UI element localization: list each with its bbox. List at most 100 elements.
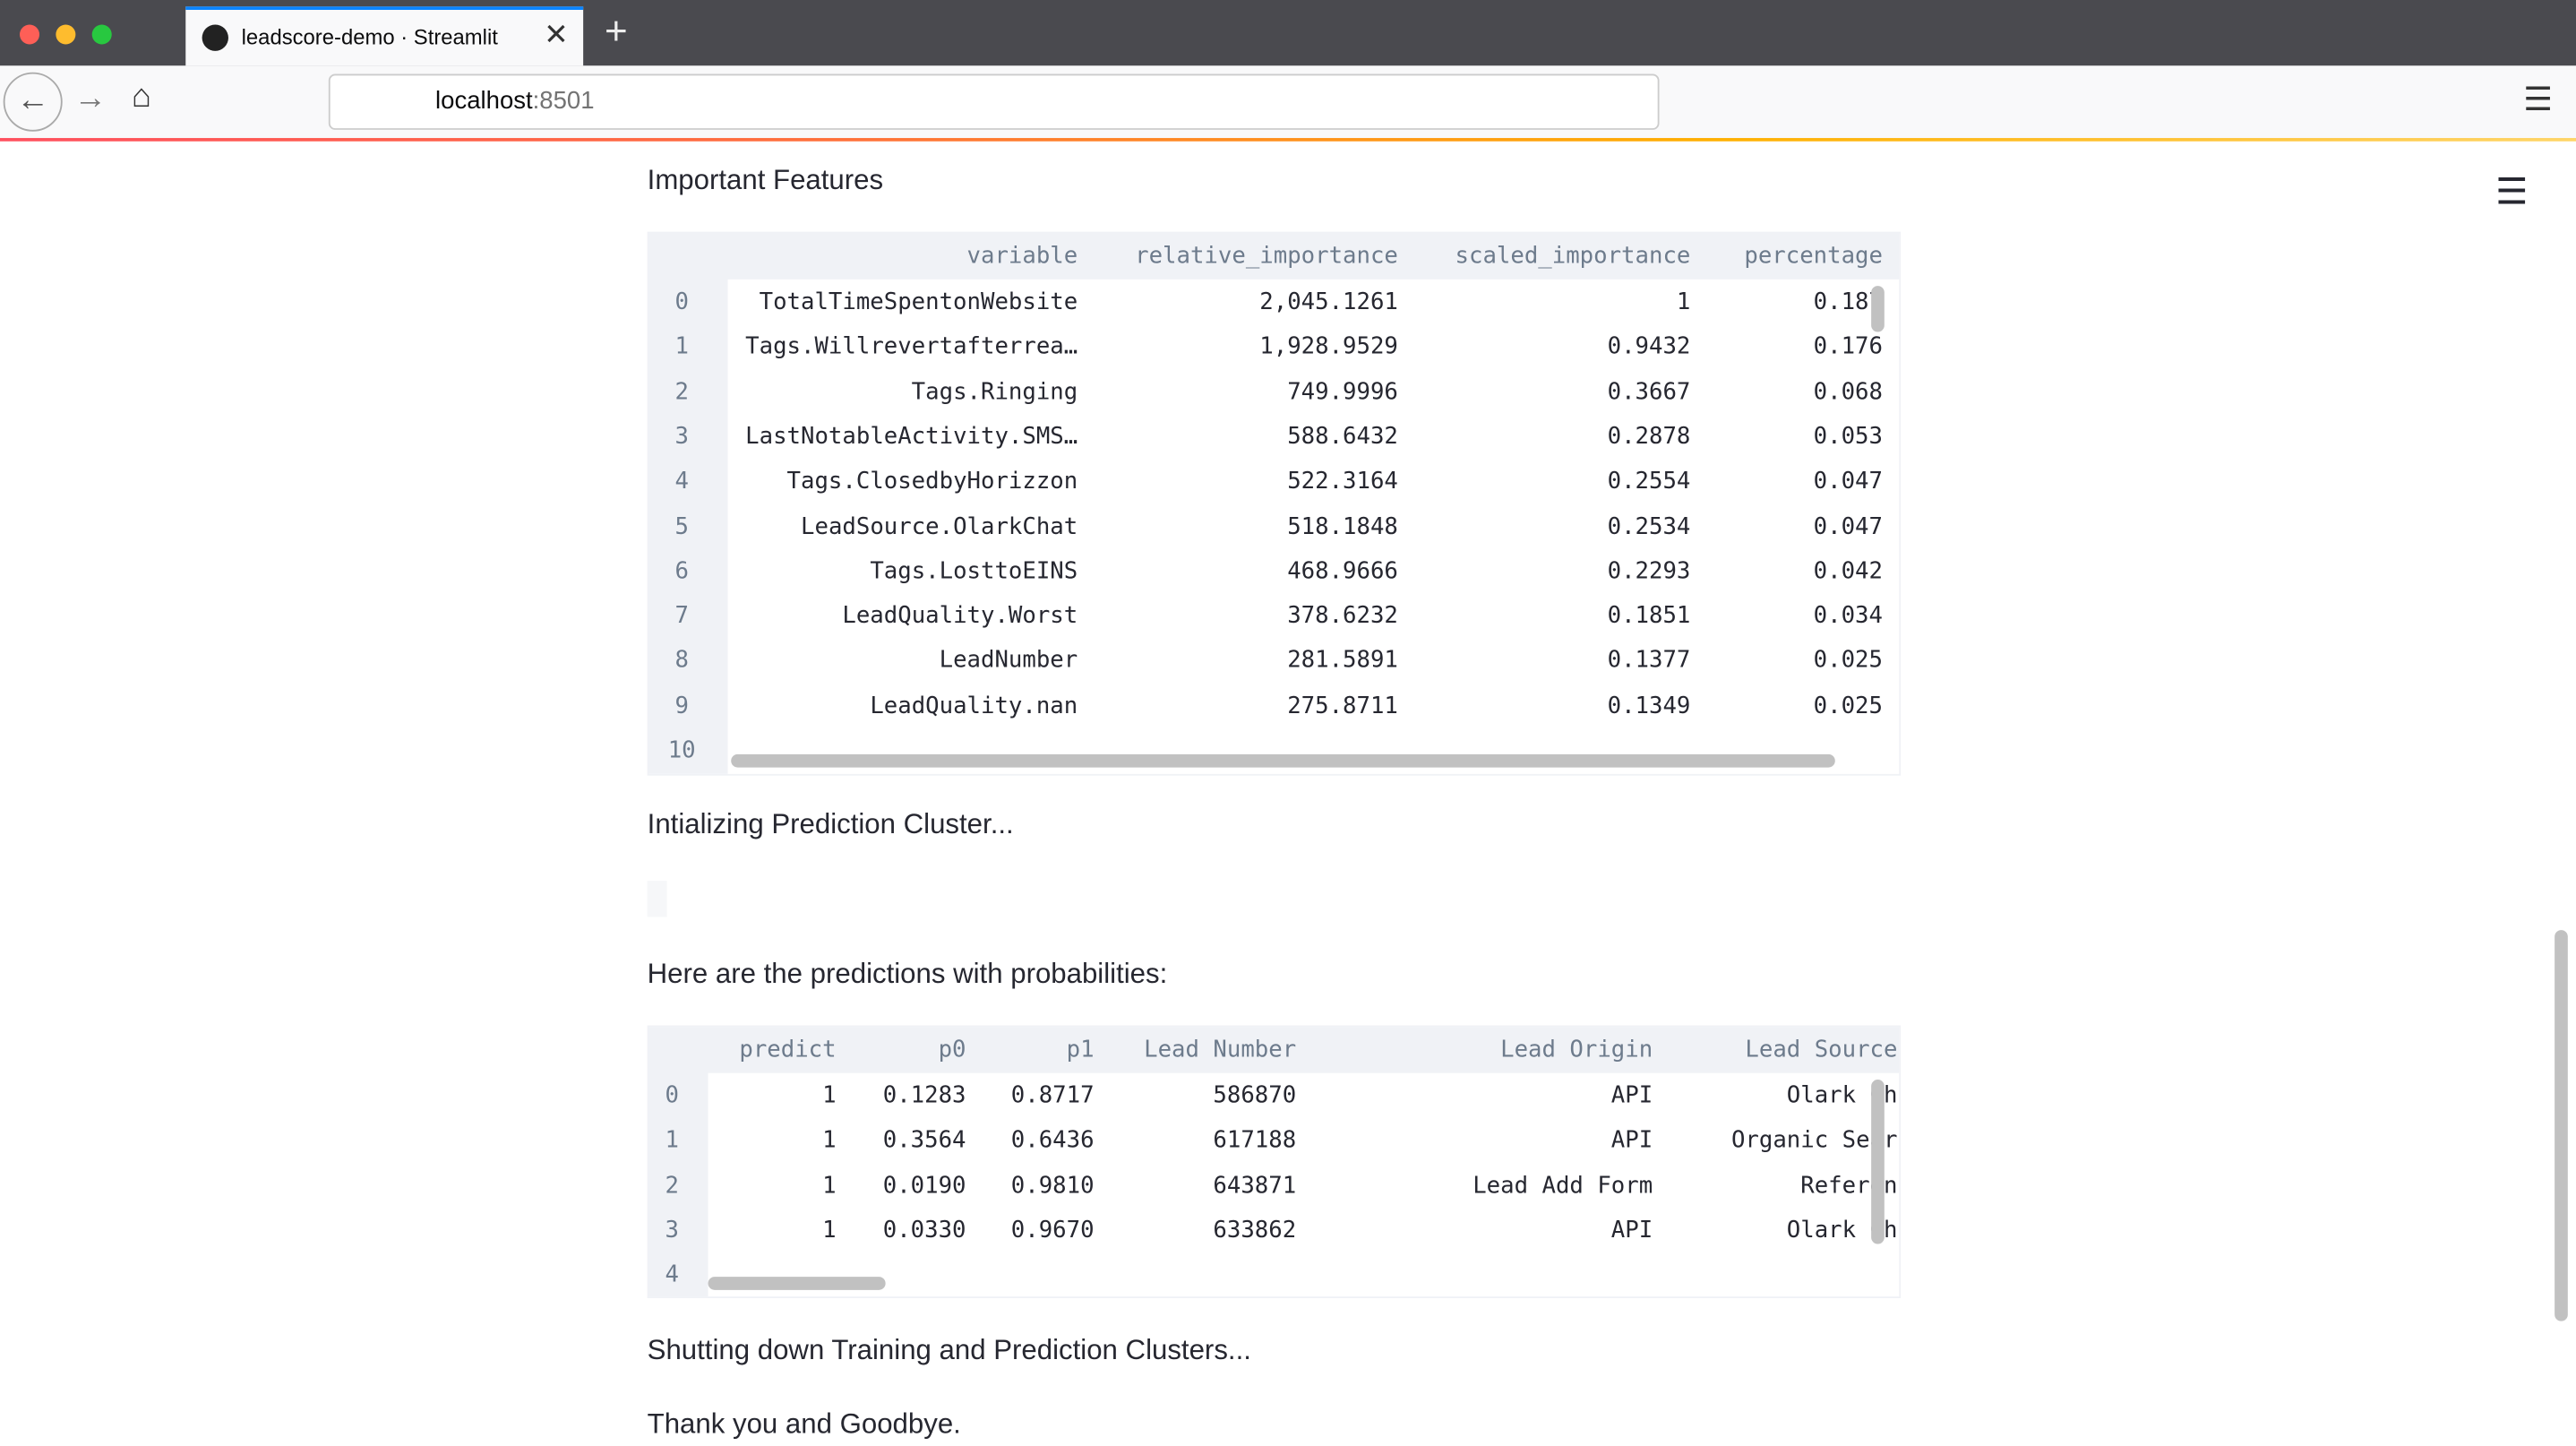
table-cell: 0.2878 xyxy=(1607,424,1691,451)
table-cell: 0.187 xyxy=(1813,288,1883,316)
heading: Here are the predictions with probabilit… xyxy=(647,958,1168,990)
table-cell: 617188 xyxy=(1213,1127,1297,1155)
table-cell: API xyxy=(1610,1217,1653,1244)
table-cell: 0.1851 xyxy=(1607,603,1691,630)
row-index: 1 xyxy=(674,333,689,361)
table-cell: 1 xyxy=(822,1082,837,1110)
table-cell: Tags.LosttoEINS xyxy=(870,558,1078,585)
table-cell: 0.2534 xyxy=(1607,513,1691,540)
table-cell: 1 xyxy=(1676,288,1691,316)
column-header: percentage xyxy=(1744,243,1883,270)
zoom-button[interactable] xyxy=(91,24,112,45)
table-cell: 0.053 xyxy=(1813,424,1883,451)
forward-button[interactable]: → xyxy=(73,80,107,117)
table-cell: Lead Add Form xyxy=(1473,1172,1653,1200)
column-header: Lead Origin xyxy=(1500,1037,1653,1063)
table-cell: LeadNumber xyxy=(939,648,1078,675)
table-cell: LastNotableActivity.SMS… xyxy=(745,424,1078,451)
header-row xyxy=(648,233,1900,280)
table-cell: 0.025 xyxy=(1813,693,1883,719)
column-header: p1 xyxy=(1066,1037,1095,1063)
menu-button[interactable]: ☰ xyxy=(2523,82,2554,119)
heading: Important Features xyxy=(647,164,884,196)
placeholder xyxy=(647,881,667,917)
table-cell: TotalTimeSpentonWebsite xyxy=(759,288,1078,316)
status-text: Shutting down Training and Prediction Cl… xyxy=(647,1334,1251,1366)
table-cell: 0.8717 xyxy=(1010,1082,1095,1110)
row-index: 6 xyxy=(674,558,689,585)
table-cell: 378.6232 xyxy=(1287,603,1398,630)
column-header: Lead Source xyxy=(1745,1037,1898,1063)
active-tab[interactable]: leadscore-demo · Streamlit ✕ xyxy=(185,6,584,66)
row-index: 2 xyxy=(674,378,689,406)
table-cell: 0.3667 xyxy=(1607,378,1691,406)
row-index: 1 xyxy=(665,1127,679,1155)
row-index: 3 xyxy=(674,424,689,451)
horizontal-scrollbar xyxy=(708,1277,886,1290)
table-cell: 0.068 xyxy=(1813,378,1883,406)
tab-close[interactable]: ✕ xyxy=(544,18,569,51)
url-port: :8501 xyxy=(532,87,595,116)
table-cell: 0.1283 xyxy=(882,1082,966,1110)
table-cell: LeadQuality.nan xyxy=(870,693,1078,719)
close-button[interactable] xyxy=(20,24,40,45)
table-cell: LeadSource.OlarkChat xyxy=(801,513,1078,540)
table-cell: LeadQuality.Worst xyxy=(842,603,1078,630)
table-cell: 0.9670 xyxy=(1010,1217,1095,1244)
app-menu[interactable]: ☰ xyxy=(2495,170,2529,212)
horizontal-scrollbar xyxy=(731,753,1835,768)
column-header: scaled_importance xyxy=(1455,243,1691,270)
row-index: 10 xyxy=(667,737,696,764)
table-cell: 588.6432 xyxy=(1287,424,1398,451)
status-text: Thank you and Goodbye. xyxy=(647,1407,961,1440)
toolbar: ← → ⌂ localhost:8501 ☰ xyxy=(0,65,2576,140)
table-cell: 0.034 xyxy=(1813,603,1883,630)
table-cell: 1 xyxy=(822,1127,837,1155)
vertical-scrollbar xyxy=(1871,1080,1885,1244)
table-cell: 0.9810 xyxy=(1010,1172,1095,1200)
row-index: 7 xyxy=(674,603,689,630)
table-cell: Tags.ClosedbyHorizzon xyxy=(786,469,1078,495)
table-cell: 1 xyxy=(822,1172,837,1200)
table-cell: 281.5891 xyxy=(1287,648,1398,675)
status-text: Intializing Prediction Cluster... xyxy=(647,808,1014,840)
minimize-button[interactable] xyxy=(56,24,76,45)
table-cell: 0.3564 xyxy=(882,1127,966,1155)
home-button[interactable]: ⌂ xyxy=(131,79,151,116)
page-scrollbar[interactable] xyxy=(2555,930,2568,1321)
vertical-scrollbar xyxy=(1871,286,1885,332)
index-column xyxy=(648,1027,708,1297)
table-cell: 0.2293 xyxy=(1607,558,1691,585)
row-index: 3 xyxy=(665,1217,679,1244)
table-cell: 1 xyxy=(822,1217,837,1244)
row-index: 5 xyxy=(674,513,689,540)
column-header: p0 xyxy=(938,1037,966,1063)
table-cell: 468.9666 xyxy=(1287,558,1398,585)
column-header: relative_importance xyxy=(1135,243,1398,270)
row-index: 4 xyxy=(674,469,689,495)
table-cell: API xyxy=(1610,1082,1653,1110)
table-cell: API xyxy=(1610,1127,1653,1155)
table-cell: 0.042 xyxy=(1813,558,1883,585)
column-header: variable xyxy=(966,243,1078,270)
index-column xyxy=(648,233,728,774)
new-tab[interactable]: + xyxy=(604,10,628,55)
table-cell: 0.1377 xyxy=(1607,648,1691,675)
back-button[interactable]: ← xyxy=(3,72,63,132)
column-header: predict xyxy=(739,1037,837,1063)
table-cell: 0.0190 xyxy=(882,1172,966,1200)
tab-icon xyxy=(202,24,228,51)
url-host: localhost xyxy=(435,87,533,116)
table-cell: 0.047 xyxy=(1813,513,1883,540)
table-cell: 0.1349 xyxy=(1607,693,1691,719)
table-cell: 0.2554 xyxy=(1607,469,1691,495)
url-bar[interactable]: localhost:8501 xyxy=(328,73,1660,130)
row-index: 0 xyxy=(665,1082,679,1110)
streamlit-progress xyxy=(0,138,2576,142)
table: predict p0 p1 Lead Number Lead Origin Lead So… xyxy=(647,1025,1902,1299)
table-cell: 643871 xyxy=(1213,1172,1297,1200)
row-index: 8 xyxy=(674,648,689,675)
table-cell: Organic Sear xyxy=(1730,1127,1898,1155)
table-cell: 0.0330 xyxy=(882,1217,966,1244)
